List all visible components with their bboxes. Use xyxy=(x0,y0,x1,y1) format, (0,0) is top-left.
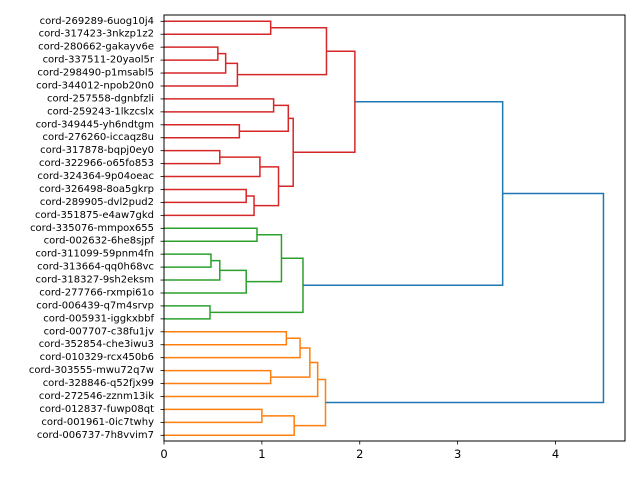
leaf-label: cord-012837-fuwp08qt xyxy=(39,404,154,415)
dendrogram-link xyxy=(164,253,212,268)
dendrogram-link xyxy=(164,46,219,61)
leaf-label: cord-276260-iccaqz8u xyxy=(43,132,155,143)
leaf-label: cord-280662-gakayv6e xyxy=(38,42,154,53)
dendrogram-link xyxy=(164,369,272,385)
dendrogram-link xyxy=(302,101,504,287)
leaf-label: cord-298490-p1msabl5 xyxy=(37,68,154,79)
leaf-label: cord-010329-rcx450b6 xyxy=(40,352,154,363)
x-axis-ticks: 0 1 2 3 4 xyxy=(160,441,559,461)
dendrogram-link xyxy=(164,188,247,204)
leaf-label: cord-322966-o65fo853 xyxy=(39,158,154,169)
x-tick-label: 4 xyxy=(552,447,559,461)
dendrogram-link xyxy=(164,124,241,139)
dendrogram-link xyxy=(164,269,247,294)
dendrogram-link xyxy=(164,305,211,320)
leaf-label: cord-318327-9sh2eksm xyxy=(36,275,154,286)
leaf-label: cord-257558-dgnbfzli xyxy=(47,93,154,104)
leaf-label: cord-349445-yh6ndtgm xyxy=(36,119,154,130)
dendrogram-link xyxy=(164,337,301,359)
dendrogram-link xyxy=(278,117,294,188)
leaf-label: cord-289905-dvl2pud2 xyxy=(40,197,154,208)
leaf-label: cord-328846-q52fjx99 xyxy=(43,378,154,389)
dendrogram-link xyxy=(325,192,605,404)
leaf-label: cord-317878-bqpj0ey0 xyxy=(40,145,154,156)
dendrogram-link xyxy=(164,331,288,346)
dendrogram-link xyxy=(164,52,227,74)
dendrogram-links xyxy=(164,20,605,437)
dendrogram-link xyxy=(270,347,311,378)
leaf-label: cord-317423-3nkzp1z2 xyxy=(39,29,154,40)
x-tick-label: 1 xyxy=(258,447,265,461)
leaf-label: cord-337511-20yaol5r xyxy=(43,55,155,66)
leaf-labels: cord-269289-6uog10j4 cord-317423-3nkzp1z2… xyxy=(29,16,164,441)
dendrogram-link xyxy=(164,98,275,113)
leaf-label: cord-005931-iggkxbbf xyxy=(43,313,154,324)
dendrogram-link xyxy=(164,195,255,217)
leaf-label: cord-007707-c38fu1jv xyxy=(44,326,155,337)
leaf-label: cord-002632-6he8sjpf xyxy=(44,236,155,247)
dendrogram-link xyxy=(293,50,356,154)
dendrogram-link xyxy=(210,257,304,314)
leaf-label: cord-313664-qq0h68vc xyxy=(37,262,154,273)
leaf-label: cord-001961-0ic7twhy xyxy=(41,417,154,428)
leaf-label: cord-352854-che3iwu3 xyxy=(39,339,154,350)
x-tick-label: 0 xyxy=(160,447,167,461)
leaf-label: cord-259243-1lkzcslx xyxy=(47,106,154,117)
leaf-label: cord-269289-6uog10j4 xyxy=(40,16,154,27)
x-tick-label: 3 xyxy=(454,447,461,461)
leaf-label: cord-277766-rxmpi61o xyxy=(39,287,154,298)
dendrogram-link xyxy=(254,166,280,207)
leaf-label: cord-006737-7h8vvim7 xyxy=(37,430,154,441)
dendrogram-link xyxy=(164,156,261,178)
leaf-label: cord-344012-npob20n0 xyxy=(36,80,154,91)
dendrogram-link xyxy=(164,227,258,242)
leaf-label: cord-311099-59pnm4fn xyxy=(35,249,154,260)
leaf-label: cord-006439-q7m4srvp xyxy=(36,300,154,311)
dendrogram-link xyxy=(239,104,290,133)
leaf-label: cord-303555-mwu72q7w xyxy=(29,365,154,376)
x-tick-label: 2 xyxy=(356,447,363,461)
dendrogram-link xyxy=(164,408,263,424)
dendrogram-link xyxy=(294,378,327,427)
dendrogram-link xyxy=(164,149,221,165)
leaf-label: cord-272546-zznm13ik xyxy=(39,391,154,402)
leaf-label: cord-326498-8oa5gkrp xyxy=(39,184,154,195)
leaf-label: cord-324364-9p04oeac xyxy=(37,171,154,182)
leaf-label: cord-351875-e4aw7gkd xyxy=(35,210,154,221)
leaf-label: cord-335076-mmpox655 xyxy=(30,223,154,234)
dendrogram-link xyxy=(164,415,295,437)
dendrogram-link xyxy=(164,20,272,35)
dendrogram-link xyxy=(164,361,319,398)
